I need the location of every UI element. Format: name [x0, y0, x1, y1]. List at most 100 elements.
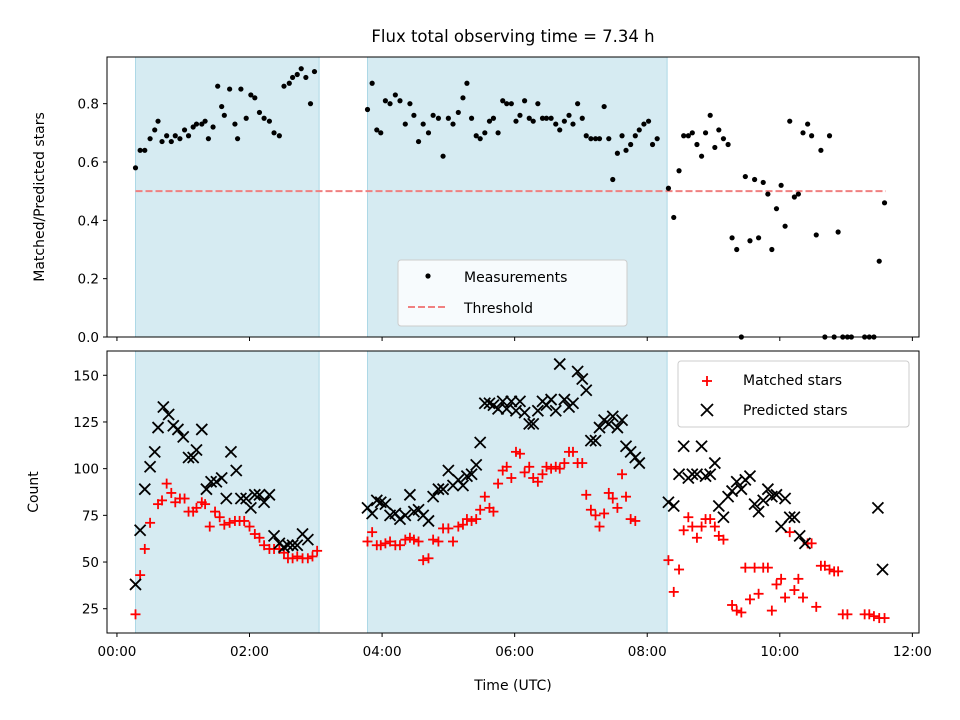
- predicted-star-point: [611, 421, 624, 434]
- measurement-point: [137, 147, 143, 153]
- matched-star-point: [581, 489, 592, 500]
- y-tick-label: 75: [82, 508, 99, 524]
- predicted-star-point: [426, 490, 440, 503]
- x-tick-label: 04:00: [363, 644, 402, 660]
- measurement-point: [256, 109, 263, 116]
- predicted-star-point: [138, 483, 151, 496]
- measurement-point: [561, 118, 567, 124]
- predicted-star-point: [566, 397, 580, 410]
- measurement-point: [266, 118, 272, 124]
- chart-title: Flux total observing time = 7.34 h: [371, 27, 654, 46]
- predicted-star-point: [143, 460, 157, 473]
- measurement-point: [813, 232, 819, 238]
- matched-star-point: [798, 592, 808, 603]
- measurement-point: [689, 130, 695, 136]
- matched-star-point: [577, 458, 588, 469]
- predicted-star-point: [721, 490, 735, 503]
- matched-star-point: [254, 532, 265, 543]
- matched-star-point: [546, 463, 557, 474]
- bottom-legend: Matched stars Predicted stars: [677, 360, 910, 428]
- measurement-point: [522, 98, 528, 104]
- x-tick-label: 06:00: [495, 644, 534, 660]
- measurement-point: [227, 86, 233, 92]
- bottom-axes-frame: [106, 350, 920, 634]
- matched-star-point: [488, 506, 499, 517]
- measurement-point: [281, 83, 287, 89]
- measurement-point: [707, 112, 713, 118]
- measurement-point: [606, 136, 612, 142]
- measurement-point: [219, 103, 225, 110]
- predicted-star-point: [151, 421, 165, 434]
- measurement-point: [387, 101, 393, 107]
- predicted-star-point: [370, 494, 383, 507]
- matched-star-point: [709, 521, 720, 532]
- matched-star-point: [762, 562, 773, 573]
- x-tick-label: 02:00: [230, 644, 269, 660]
- matched-star-point: [559, 458, 570, 469]
- bottom-x-ticks: 00:00 02:00 04:00 06:00 08:00 10:00 12:00: [97, 633, 932, 660]
- y-tick-label: 0.6: [78, 155, 99, 171]
- matched-star-point: [443, 523, 454, 534]
- matched-star-point: [599, 508, 610, 519]
- matched-star-point: [824, 564, 835, 575]
- predicted-star-point: [230, 464, 243, 477]
- matched-star-point: [367, 527, 378, 538]
- legend-predicted-marker: [700, 403, 714, 417]
- predicted-star-point: [465, 468, 478, 481]
- predicted-star-point: [708, 456, 721, 470]
- measurement-point: [185, 133, 192, 139]
- matched-star-point: [287, 553, 298, 564]
- measurement-point: [435, 115, 442, 121]
- matched-star-point: [567, 446, 578, 457]
- measurement-point: [588, 136, 594, 142]
- matched-star-point: [200, 499, 211, 510]
- matched-star-point: [214, 512, 225, 523]
- top-axes-frame: [106, 56, 920, 338]
- predicted-star-point: [523, 417, 536, 430]
- measurement-point: [210, 124, 216, 130]
- measurement-point: [876, 258, 882, 264]
- measurement-point: [760, 179, 766, 186]
- measurement-point: [243, 115, 249, 121]
- matched-star-point: [687, 521, 698, 532]
- measurement-point: [369, 80, 375, 86]
- measurement-point: [619, 133, 625, 139]
- predicted-star-point: [778, 492, 792, 505]
- predicted-star-point: [267, 529, 281, 543]
- measurement-point: [752, 176, 758, 183]
- matched-star-point: [506, 472, 517, 483]
- matched-star-point: [259, 540, 270, 551]
- predicted-star-point: [580, 384, 593, 397]
- measurement-point: [382, 98, 388, 104]
- predicted-star-point: [366, 507, 379, 520]
- matched-star-point: [408, 534, 419, 545]
- predicted-star-point: [686, 468, 699, 481]
- measurement-point: [232, 121, 238, 127]
- matched-star-point: [744, 594, 755, 605]
- predicted-star-point: [148, 445, 161, 458]
- measurement-point: [809, 133, 815, 139]
- measurement-point: [378, 130, 384, 136]
- measurement-point: [628, 141, 634, 148]
- top-panel: 0.0 0.2 0.4 0.6 0.8 Flux total observing tim…: [32, 27, 920, 346]
- measurement-point: [654, 136, 660, 142]
- predicted-star-point: [757, 494, 770, 507]
- measurement-point: [445, 115, 451, 121]
- predicted-star-point: [735, 483, 748, 496]
- measurement-point: [583, 133, 589, 139]
- matched-star-point: [603, 487, 614, 498]
- matched-star-point: [239, 515, 250, 526]
- predicted-star-point: [403, 488, 417, 501]
- matched-star-point: [514, 448, 525, 459]
- matched-star-point: [524, 461, 535, 472]
- matched-star-point: [678, 525, 689, 536]
- measurement-point: [543, 115, 550, 121]
- measurement-point: [575, 101, 581, 107]
- predicted-star-point: [725, 484, 739, 498]
- matched-star-point: [674, 564, 685, 575]
- predicted-star-point: [748, 498, 761, 511]
- matched-star-point: [135, 570, 146, 581]
- measurement-point: [271, 130, 277, 136]
- measurement-point: [455, 109, 461, 116]
- measurement-point: [261, 115, 267, 121]
